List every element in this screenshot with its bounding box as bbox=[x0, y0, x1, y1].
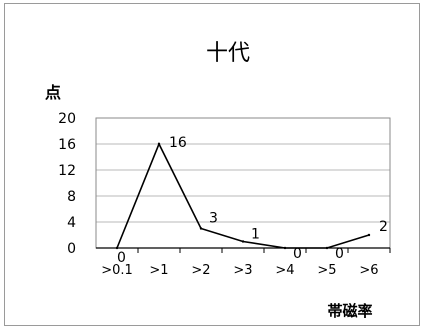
x-tick-label-1: >1 bbox=[149, 263, 168, 278]
y-tick-label-16: 16 bbox=[58, 137, 76, 153]
data-point-1 bbox=[157, 142, 161, 146]
y-tick-label-8: 8 bbox=[67, 189, 76, 205]
plot-area-border bbox=[95, 117, 391, 249]
data-label-4: 0 bbox=[293, 246, 302, 262]
data-point-4 bbox=[283, 246, 287, 250]
data-label-3: 1 bbox=[251, 227, 260, 243]
y-tick-label-0: 0 bbox=[67, 241, 76, 257]
x-tick-label-4: >4 bbox=[275, 263, 294, 278]
data-label-2: 3 bbox=[209, 211, 218, 227]
data-point-3 bbox=[241, 240, 245, 243]
x-tick-label-2: >2 bbox=[191, 263, 210, 278]
x-tick-label-5: >5 bbox=[317, 263, 336, 278]
x-tick-label-3: >3 bbox=[233, 263, 252, 278]
data-label-0: 0 bbox=[117, 250, 126, 266]
data-label-6: 2 bbox=[379, 219, 388, 235]
x-tick-label-6: >6 bbox=[359, 263, 378, 278]
data-label-1: 16 bbox=[169, 135, 187, 151]
y-tick-label-20: 20 bbox=[58, 111, 76, 127]
data-point-0 bbox=[115, 246, 119, 250]
data-point-5 bbox=[325, 246, 329, 250]
x-axis-label: 帯磁率 bbox=[327, 302, 372, 320]
y-tick-label-4: 4 bbox=[67, 215, 76, 231]
x-tick-label-0: >0.1 bbox=[101, 263, 133, 278]
chart-title: 十代 bbox=[206, 41, 250, 66]
y-axis-label: 点 bbox=[45, 83, 61, 102]
y-tick-label-12: 12 bbox=[58, 163, 76, 179]
data-point-6 bbox=[367, 233, 371, 237]
chart-frame bbox=[4, 3, 420, 326]
data-point-2 bbox=[199, 227, 203, 230]
data-label-5: 0 bbox=[335, 246, 344, 262]
